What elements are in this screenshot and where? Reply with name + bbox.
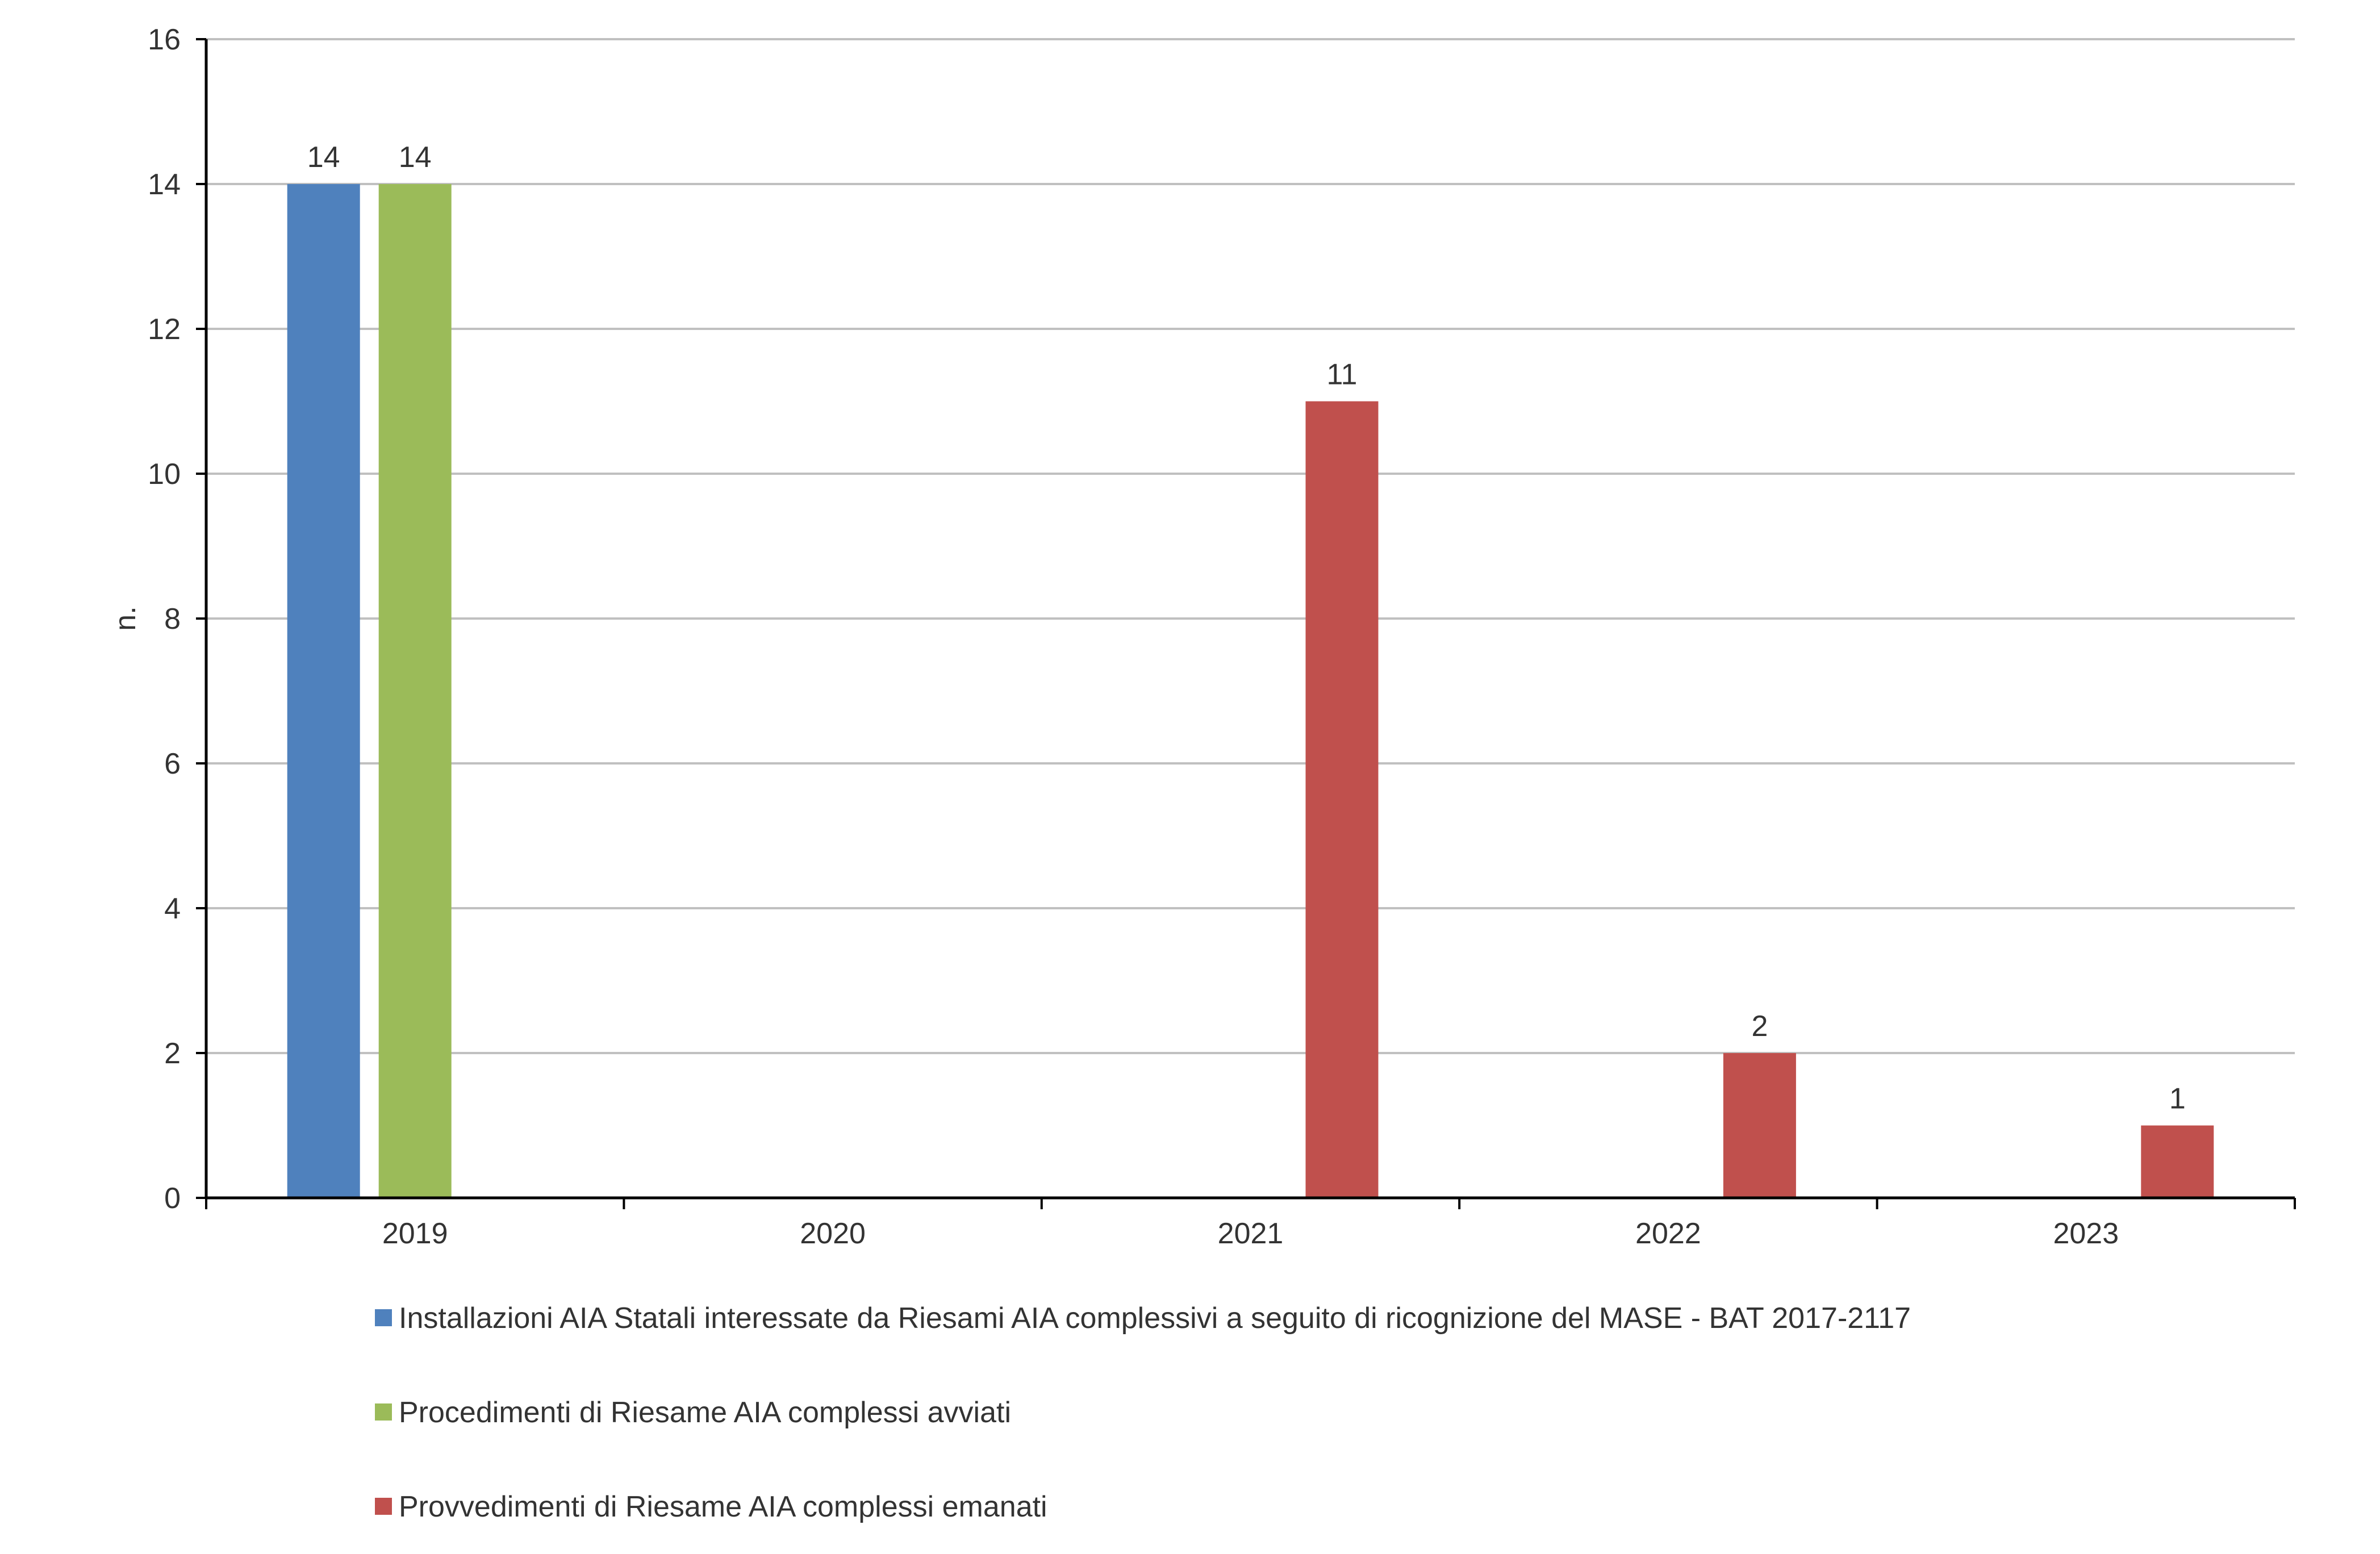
data-labels: 14 14 11 2 1 [307,141,2186,1116]
legend-label: Installazioni AIA Statali interessate da… [399,1302,1911,1335]
data-label: 14 [399,141,432,174]
data-label: 2 [1751,1010,1768,1043]
legend-label: Procedimenti di Riesame AIA complessi av… [399,1396,1011,1429]
y-tick-label: 6 [164,747,181,780]
legend-swatch [375,1309,392,1326]
bar [1723,1053,1796,1198]
legend-label: Provvedimenti di Riesame AIA complessi e… [399,1490,1047,1523]
legend-swatch [375,1403,392,1421]
bar [378,184,452,1198]
data-label: 11 [1327,358,1358,391]
bars [287,184,2214,1198]
y-tick-label: 12 [148,313,181,346]
y-tick-label: 10 [148,458,181,491]
y-tick-label: 14 [148,168,181,201]
data-label: 14 [307,141,340,174]
x-tick-label: 2020 [800,1217,866,1250]
y-axis-title: n. [109,606,142,630]
x-tick-label: 2022 [1635,1217,1701,1250]
data-label: 1 [2169,1083,2186,1116]
bar [1305,401,1379,1198]
bar [2141,1125,2214,1198]
legend-swatch [375,1498,392,1515]
x-tick-label: 2021 [1218,1217,1284,1250]
legend: Installazioni AIA Statali interessate da… [375,1302,1911,1523]
x-tick-label: 2023 [2053,1217,2119,1250]
y-tick-label: 2 [164,1037,181,1070]
y-tick-label: 0 [164,1182,181,1215]
grid-lines [206,38,2295,1054]
x-tick-label: 2019 [382,1217,448,1250]
y-tick-label: 8 [164,603,181,636]
bar [287,184,360,1198]
y-tick-label: 4 [164,892,181,925]
y-tick-label: 16 [148,23,181,56]
